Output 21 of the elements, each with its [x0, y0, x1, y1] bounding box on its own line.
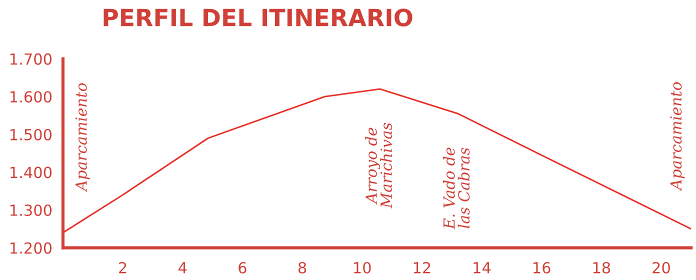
- y-tick-label: 1.300: [10, 204, 52, 216]
- y-tick-label: 1.500: [10, 128, 52, 140]
- y-tick-label: 1.400: [10, 166, 52, 178]
- y-tick-label: 1.600: [10, 91, 52, 103]
- x-tick-label: 10: [354, 262, 371, 274]
- y-tick-label: 1.700: [10, 53, 52, 65]
- x-tick-label: 20: [652, 262, 670, 274]
- x-tick-label: 12: [414, 262, 430, 274]
- x-tick-label: 8: [298, 262, 306, 274]
- x-tick-label: 4: [178, 262, 187, 274]
- y-tick-label: 1.200: [10, 242, 52, 254]
- x-tick-label: 18: [593, 262, 610, 274]
- chart-title: PERFIL DEL ITINERARIO: [104, 8, 412, 26]
- annotation: Aparcamiento: [75, 83, 90, 192]
- x-tick-label: 2: [119, 262, 126, 274]
- x-tick-label: 6: [238, 262, 246, 274]
- x-tick-label: 16: [534, 262, 550, 274]
- annotation: E. Vado de las Cabras: [443, 148, 470, 230]
- annotation: Arroyo de Marichivas: [365, 122, 392, 208]
- annotation: Aparcamiento: [670, 82, 685, 192]
- x-tick-label: 14: [474, 262, 491, 274]
